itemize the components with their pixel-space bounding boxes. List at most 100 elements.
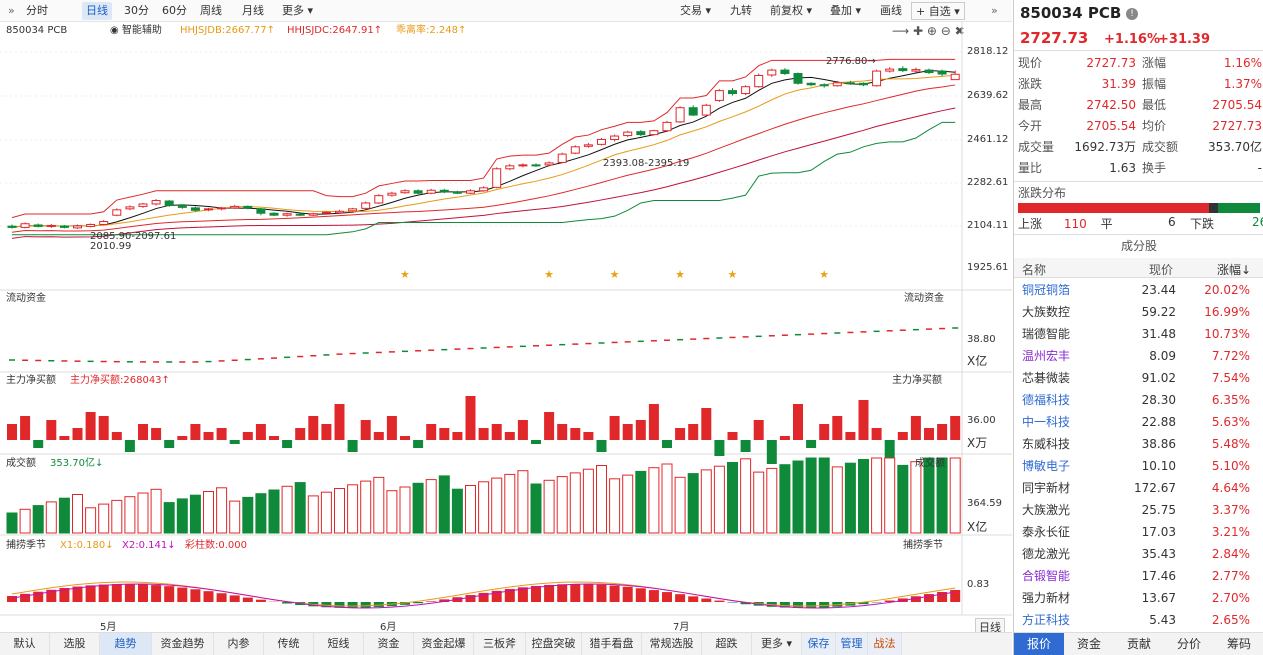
season-bar bbox=[478, 592, 489, 602]
net-bar bbox=[648, 404, 659, 440]
quote-row: 成交量 1692.73万 成交额 353.70亿 bbox=[1018, 140, 1262, 154]
season-bar bbox=[439, 599, 450, 602]
strategy-tab-13[interactable]: 超跌 bbox=[702, 633, 752, 655]
volume-bar bbox=[910, 461, 922, 534]
constituent-row[interactable]: 大族数控 59.22 16.99% bbox=[1022, 305, 1250, 319]
volume-bar bbox=[229, 500, 241, 534]
period-tab-5[interactable]: 月线 bbox=[242, 4, 264, 17]
strategy-tab-4[interactable]: 内参 bbox=[214, 633, 264, 655]
right-tab-1[interactable]: 资金 bbox=[1076, 637, 1101, 651]
net-bar bbox=[766, 440, 777, 464]
strategy-tab-0[interactable]: 默认 bbox=[0, 633, 50, 655]
volume-bar bbox=[687, 473, 699, 534]
net-panel-title: 主力净买额 bbox=[6, 375, 56, 386]
constituent-row[interactable]: 德福科技 28.30 6.35% bbox=[1022, 393, 1250, 407]
constituent-row[interactable]: 德龙激光 35.43 2.84% bbox=[1022, 547, 1250, 561]
expand-right-icon[interactable]: » bbox=[991, 4, 998, 17]
volume-bar bbox=[740, 458, 752, 534]
strategy-tab-5[interactable]: 传统 bbox=[264, 633, 314, 655]
volume-bar bbox=[818, 457, 830, 534]
strategy-tab-6[interactable]: 短线 bbox=[314, 633, 364, 655]
tool-button-0[interactable]: 交易 ▾ bbox=[680, 4, 712, 17]
constituent-row[interactable]: 方正科技 5.43 2.65% bbox=[1022, 613, 1250, 627]
right-tab-2[interactable]: 贡献 bbox=[1126, 637, 1151, 651]
sort-change-column[interactable]: 涨幅↓ bbox=[1217, 263, 1252, 277]
period-tab-2[interactable]: 30分 bbox=[124, 4, 149, 17]
constituent-row[interactable]: 中一科技 22.88 5.63% bbox=[1022, 415, 1250, 429]
strategy-tab-7[interactable]: 资金 bbox=[364, 633, 414, 655]
volume-bar bbox=[622, 474, 634, 534]
net-bar bbox=[714, 440, 725, 456]
chart-tools[interactable]: ⟶ ✚ ⊕ ⊖ ✖ bbox=[892, 24, 965, 38]
smart-assist-toggle[interactable]: ◉ 智能辅助 bbox=[110, 25, 162, 36]
lower-band-line bbox=[12, 121, 956, 236]
star-marker: ★ bbox=[728, 268, 738, 281]
season-bars: 彩柱数:0.000 bbox=[185, 540, 247, 551]
constituent-row[interactable]: 铜冠铜箔 23.44 20.02% bbox=[1022, 283, 1250, 297]
volume-bar bbox=[438, 475, 450, 534]
constituent-row[interactable]: 温州宏丰 8.09 7.72% bbox=[1022, 349, 1250, 363]
candle-body bbox=[190, 207, 200, 211]
dist-counts: 上涨 110 平 6 下跌 26 bbox=[1018, 215, 1263, 231]
tool-button-1[interactable]: 九转 bbox=[730, 4, 752, 17]
candle-body bbox=[597, 138, 606, 145]
constituent-row[interactable]: 合锻智能 17.46 2.77% bbox=[1022, 569, 1250, 583]
right-tab-4[interactable]: 筹码 bbox=[1226, 637, 1251, 651]
season-bar bbox=[544, 584, 555, 602]
period-tab-6[interactable]: 更多 ▾ bbox=[282, 4, 314, 17]
strategy-tab-12[interactable]: 常规选股 bbox=[642, 633, 702, 655]
constituent-row[interactable]: 强力新材 13.67 2.70% bbox=[1022, 591, 1250, 605]
ma30-line bbox=[11, 107, 956, 239]
candle-body bbox=[518, 164, 528, 167]
net-bar bbox=[871, 428, 882, 440]
constituent-row[interactable]: 大族激光 25.75 3.37% bbox=[1022, 503, 1250, 517]
candle-body bbox=[138, 203, 148, 207]
strategy-tab-10[interactable]: 控盘突破 bbox=[526, 633, 582, 655]
constituent-row[interactable]: 东威科技 38.86 5.48% bbox=[1022, 437, 1250, 451]
season-bar bbox=[177, 587, 188, 602]
strategy-tab-1[interactable]: 选股 bbox=[50, 633, 100, 655]
period-tab-4[interactable]: 周线 bbox=[200, 4, 222, 17]
candle-body bbox=[282, 213, 292, 216]
strategy-tab-3[interactable]: 资金趋势 bbox=[152, 633, 214, 655]
strategy-tab-8[interactable]: 资金起爆 bbox=[414, 633, 474, 655]
constituent-row[interactable]: 博敏电子 10.10 5.10% bbox=[1022, 459, 1250, 473]
constituent-row[interactable]: 瑞德智能 31.48 10.73% bbox=[1022, 327, 1250, 341]
y-tick-2: 2639.62 bbox=[967, 90, 1009, 101]
candle-body bbox=[688, 107, 698, 116]
net-bar bbox=[386, 416, 397, 440]
constituent-row[interactable]: 芯碁微装 91.02 7.54% bbox=[1022, 371, 1250, 385]
period-tab-3[interactable]: 60分 bbox=[162, 4, 187, 17]
strategy-tab-2[interactable]: 趋势 bbox=[100, 633, 152, 655]
candle-body bbox=[911, 69, 921, 72]
period-tab-1[interactable]: 日线 bbox=[82, 2, 112, 20]
strategy-tab-17[interactable]: 战法 bbox=[868, 633, 902, 655]
candle-body bbox=[308, 213, 318, 216]
candle-body bbox=[400, 190, 410, 194]
candle-body bbox=[466, 190, 475, 194]
strategy-tab-16[interactable]: 管理 bbox=[836, 633, 868, 655]
right-tab-0[interactable]: 报价 bbox=[1014, 633, 1064, 655]
tool-button-2[interactable]: 前复权 ▾ bbox=[770, 4, 813, 17]
collapse-left-icon[interactable]: » bbox=[8, 4, 15, 17]
period-tab-0[interactable]: 分时 bbox=[26, 4, 48, 17]
watchlist-button[interactable]: + 自选 ▾ bbox=[911, 2, 965, 20]
volume-bar bbox=[347, 484, 359, 534]
right-tab-3[interactable]: 分价 bbox=[1176, 637, 1201, 651]
constituent-row[interactable]: 泰永长征 17.03 3.21% bbox=[1022, 525, 1250, 539]
season-bar bbox=[164, 586, 175, 602]
strategy-tab-11[interactable]: 猎手看盘 bbox=[582, 633, 642, 655]
volume-bar bbox=[85, 507, 97, 534]
tool-button-3[interactable]: 叠加 ▾ bbox=[830, 4, 862, 17]
strategy-tab-9[interactable]: 三板斧 bbox=[474, 633, 526, 655]
net-bar bbox=[124, 440, 135, 452]
tool-button-4[interactable]: 画线 bbox=[880, 4, 902, 17]
net-bar bbox=[924, 428, 934, 440]
info-icon[interactable]: ! bbox=[1126, 8, 1138, 20]
candle-body bbox=[780, 69, 790, 75]
quote-row: 最高 2742.50 最低 2705.54 bbox=[1018, 98, 1262, 112]
strategy-tab-15[interactable]: 保存 bbox=[802, 633, 836, 655]
kline-svg: ★ ★ ★ ★ ★ ★ bbox=[0, 22, 1012, 616]
strategy-tab-14[interactable]: 更多 ▾ bbox=[752, 633, 802, 655]
constituent-row[interactable]: 同宇新材 172.67 4.64% bbox=[1022, 481, 1250, 495]
